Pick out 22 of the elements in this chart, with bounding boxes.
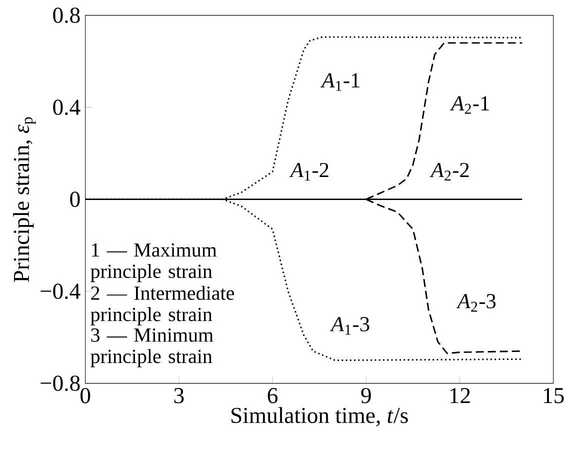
annotation: A$_{2}$-1 [450, 96, 489, 114]
annotation: 1 — Maximum principle strain [90, 243, 217, 282]
y-tick-label: −0.4 [40, 284, 80, 300]
x-tick-label: 15 [544, 388, 564, 404]
annotation: A$_{2}$-2 [430, 162, 469, 181]
annotation: A$_{2}$-3 [456, 294, 496, 312]
annotation: A$_{1}$-1 [320, 73, 360, 91]
y-axis-title: Principle strain, ε$_{p}$ [13, 117, 36, 282]
y-tick-label: −0.8 [40, 376, 80, 392]
x-tick-label: 0 [80, 388, 90, 404]
x-tick-label: 12 [450, 388, 470, 404]
annotation: A$_{1}$-3 [330, 317, 370, 335]
x-tick-label: 6 [268, 388, 278, 404]
annotation: 3 — Minimum principle strain [90, 328, 214, 368]
x-tick-label: 3 [174, 388, 184, 404]
y-tick-label: 0 [70, 192, 80, 207]
y-tick-label: 0.4 [53, 100, 80, 116]
x-tick-label: 9 [361, 388, 371, 404]
annotation: A$_{1}$-2 [289, 162, 328, 181]
annotation: 2 — Intermediate principle strain [90, 286, 234, 326]
x-axis-title: Simulation time, t/s [232, 407, 408, 426]
y-tick-label: 0.8 [53, 8, 80, 24]
